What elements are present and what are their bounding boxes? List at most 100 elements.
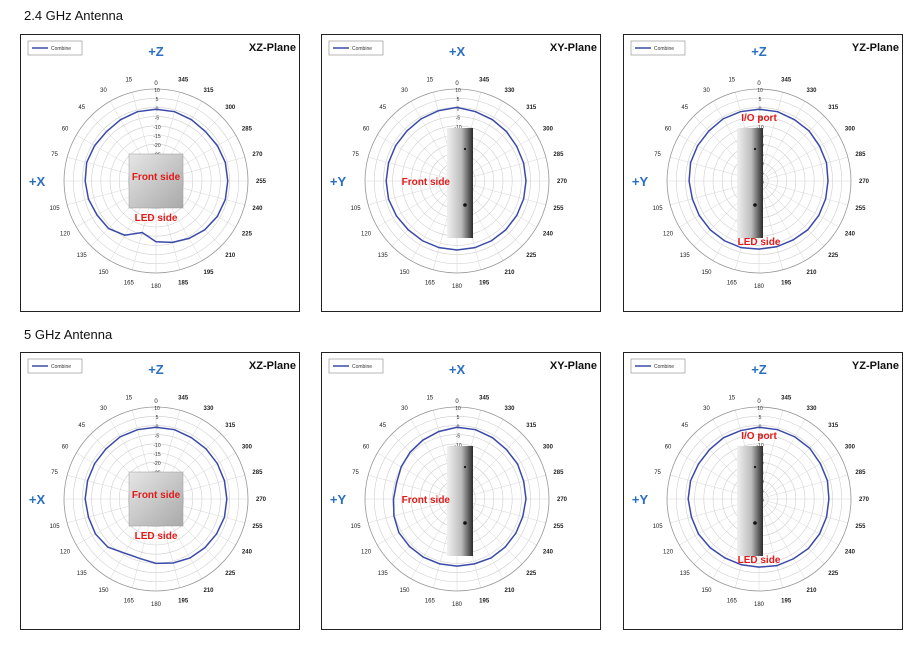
angle-label: 270 [557,179,568,185]
angle-label: 165 [727,598,738,604]
axis-label-left: +Y [330,492,347,507]
angle-label: 195 [479,598,490,604]
angle-label: 165 [124,280,135,286]
angle-label: 45 [78,105,85,111]
angle-label: 75 [654,152,661,158]
grid-spoke [758,498,848,524]
axis-label-top: +Z [751,362,767,377]
angle-label: 285 [855,470,866,476]
angle-label: 105 [653,206,664,212]
angle-label: 225 [526,253,537,259]
angle-label: 225 [828,253,839,259]
angle-label: 285 [553,152,564,158]
angle-label: 120 [361,550,372,556]
angle-label: 75 [51,152,58,158]
legend: Combine [630,358,686,374]
grid-spoke [368,156,458,182]
grid-spoke [391,180,458,247]
axis-label-top: +Z [751,44,767,59]
angle-label: 135 [378,571,389,577]
grid-spoke [758,180,839,228]
grid-spoke [391,498,458,565]
angle-label-zero: 0 [455,81,459,87]
plane-title: XZ-Plane [249,360,296,372]
legend-label: Combine [51,364,71,370]
r-tick-label: 5 [759,415,762,421]
device-photo [447,446,473,556]
angle-label: 240 [845,232,856,238]
angle-label: 105 [653,524,664,530]
angle-label: 135 [680,253,691,259]
r-tick-label: 5 [759,97,762,103]
angle-label: 165 [425,598,436,604]
grid-spoke [377,452,458,500]
angle-label: 30 [100,406,107,412]
polar-chart-24ghz-yz: 1050-5-10-15-20-25-30-35-401530456075105… [623,34,903,312]
angle-label: 180 [754,602,765,608]
angle-label: 255 [855,524,866,530]
r-tick-label: 10 [154,406,160,412]
angle-label-zero: 0 [154,81,158,87]
angle-label: 285 [553,470,564,476]
angle-label: 240 [543,232,554,238]
legend-label: Combine [352,364,372,370]
legend-label: Combine [352,46,372,52]
outer-ring [364,88,550,274]
outer-ring [63,406,249,592]
axis-label-left: +Y [330,174,347,189]
angle-label: 225 [225,571,236,577]
angle-label: 105 [50,524,61,530]
plane-title: YZ-Plane [852,42,899,54]
angle-label: 45 [379,105,386,111]
device-label: Front side [402,495,451,506]
device-photo [128,471,184,527]
angle-label: 300 [845,445,856,451]
angle-label: 15 [728,396,735,402]
polar-plot-svg: 1050-5-10-15-20-25-30-35-401530456075105… [328,358,597,608]
r-tick-label: -20 [153,461,160,467]
angle-label: 60 [62,445,69,451]
r-tick-label: -5 [155,434,160,440]
device-label: LED side [135,213,178,224]
angle-label: 120 [663,550,674,556]
r-tick-label: -5 [456,434,461,440]
device-photo [737,128,763,238]
legend: Combine [630,40,686,56]
angle-label: 75 [654,470,661,476]
r-tick-label: 5 [156,415,159,421]
angle-label: 60 [363,445,370,451]
polar-chart-5ghz-yz: 1050-5-10-15-20-25-30-35-401530456075105… [623,352,903,630]
plane-title: XZ-Plane [249,42,296,54]
grid-spoke [758,433,825,500]
angle-label: 285 [855,152,866,158]
plane-title: XY-Plane [550,42,597,54]
r-tick-label: -5 [155,116,160,122]
angle-label: 30 [703,406,710,412]
angle-label: 300 [225,105,236,111]
angle-label: 60 [363,127,370,133]
r-tick-label: -10 [454,443,461,449]
r-tick-label: 5 [457,415,460,421]
angle-label: 75 [352,152,359,158]
r-tick-label: -5 [758,434,763,440]
device-photo [128,153,184,209]
r-tick-label: -15 [153,452,160,458]
r-tick-label: 5 [156,97,159,103]
polar-chart-24ghz-xz: 1050-5-10-15-20-25-30-35-401530456075105… [20,34,300,312]
polar-chart-24ghz-xy: 1050-5-10-15-20-25-30-35-401530456075105… [321,34,601,312]
legend: Combine [328,40,384,56]
r-tick-label: 10 [154,88,160,94]
angle-label: 270 [557,497,568,503]
angle-label: 120 [60,550,71,556]
r-tick-label: -20 [153,143,160,149]
angle-label: 255 [252,524,263,530]
angle-label: 120 [361,232,372,238]
angle-label: 30 [401,88,408,94]
angle-label: 300 [543,127,554,133]
grid-spoke [758,452,839,500]
angle-label: 300 [845,127,856,133]
r-tick-label: -10 [153,443,160,449]
angle-label: 15 [125,396,132,402]
angle-label: 150 [701,588,712,594]
plane-title: YZ-Plane [852,360,899,372]
